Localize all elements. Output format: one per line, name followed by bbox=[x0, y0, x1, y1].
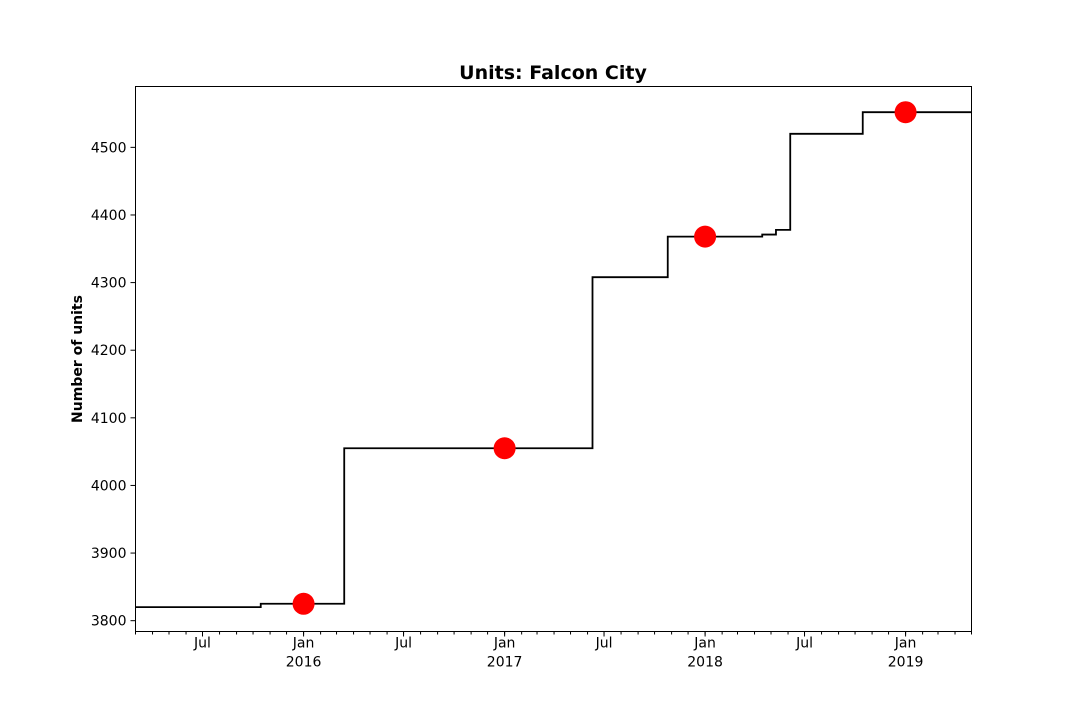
y-tick-label: 3900 bbox=[91, 546, 127, 562]
x-tick-year-label: 2019 bbox=[888, 655, 924, 671]
y-tick-label: 3800 bbox=[91, 614, 127, 630]
y-tick-label: 4300 bbox=[91, 276, 127, 292]
marker-point-0 bbox=[292, 592, 315, 615]
y-tick-label: 4500 bbox=[91, 140, 127, 156]
x-tick-label: Jan bbox=[894, 636, 917, 652]
x-tick-label: Jan bbox=[493, 636, 516, 652]
x-tick-year-label: 2016 bbox=[286, 655, 322, 671]
x-tick-year-label: 2018 bbox=[687, 655, 723, 671]
step-series-line bbox=[135, 111, 972, 609]
marker-point-1 bbox=[493, 437, 516, 460]
x-tick-label: Jul bbox=[795, 636, 813, 652]
chart-title: Units: Falcon City bbox=[459, 62, 647, 84]
marker-point-3 bbox=[894, 101, 917, 124]
axes: 3800 3900 4000 4100 4200 4300 4400 4500 Jul Jan 20… bbox=[91, 140, 972, 671]
y-tick-label: 4100 bbox=[91, 411, 127, 427]
y-tick-label: 4400 bbox=[91, 208, 127, 224]
x-tick-label: Jan bbox=[292, 636, 315, 652]
y-tick-label: 4200 bbox=[91, 343, 127, 359]
x-tick-label: Jul bbox=[595, 636, 613, 652]
x-tick-label: Jul bbox=[394, 636, 412, 652]
y-axis-label: Number of units bbox=[70, 295, 86, 423]
plot-frame bbox=[135, 86, 972, 632]
x-tick-year-label: 2017 bbox=[487, 655, 523, 671]
marker-point-2 bbox=[694, 225, 717, 248]
plot-area bbox=[135, 101, 972, 615]
x-tick-label: Jan bbox=[693, 636, 716, 652]
y-tick-label: 4000 bbox=[91, 478, 127, 494]
x-tick-label: Jul bbox=[193, 636, 211, 652]
